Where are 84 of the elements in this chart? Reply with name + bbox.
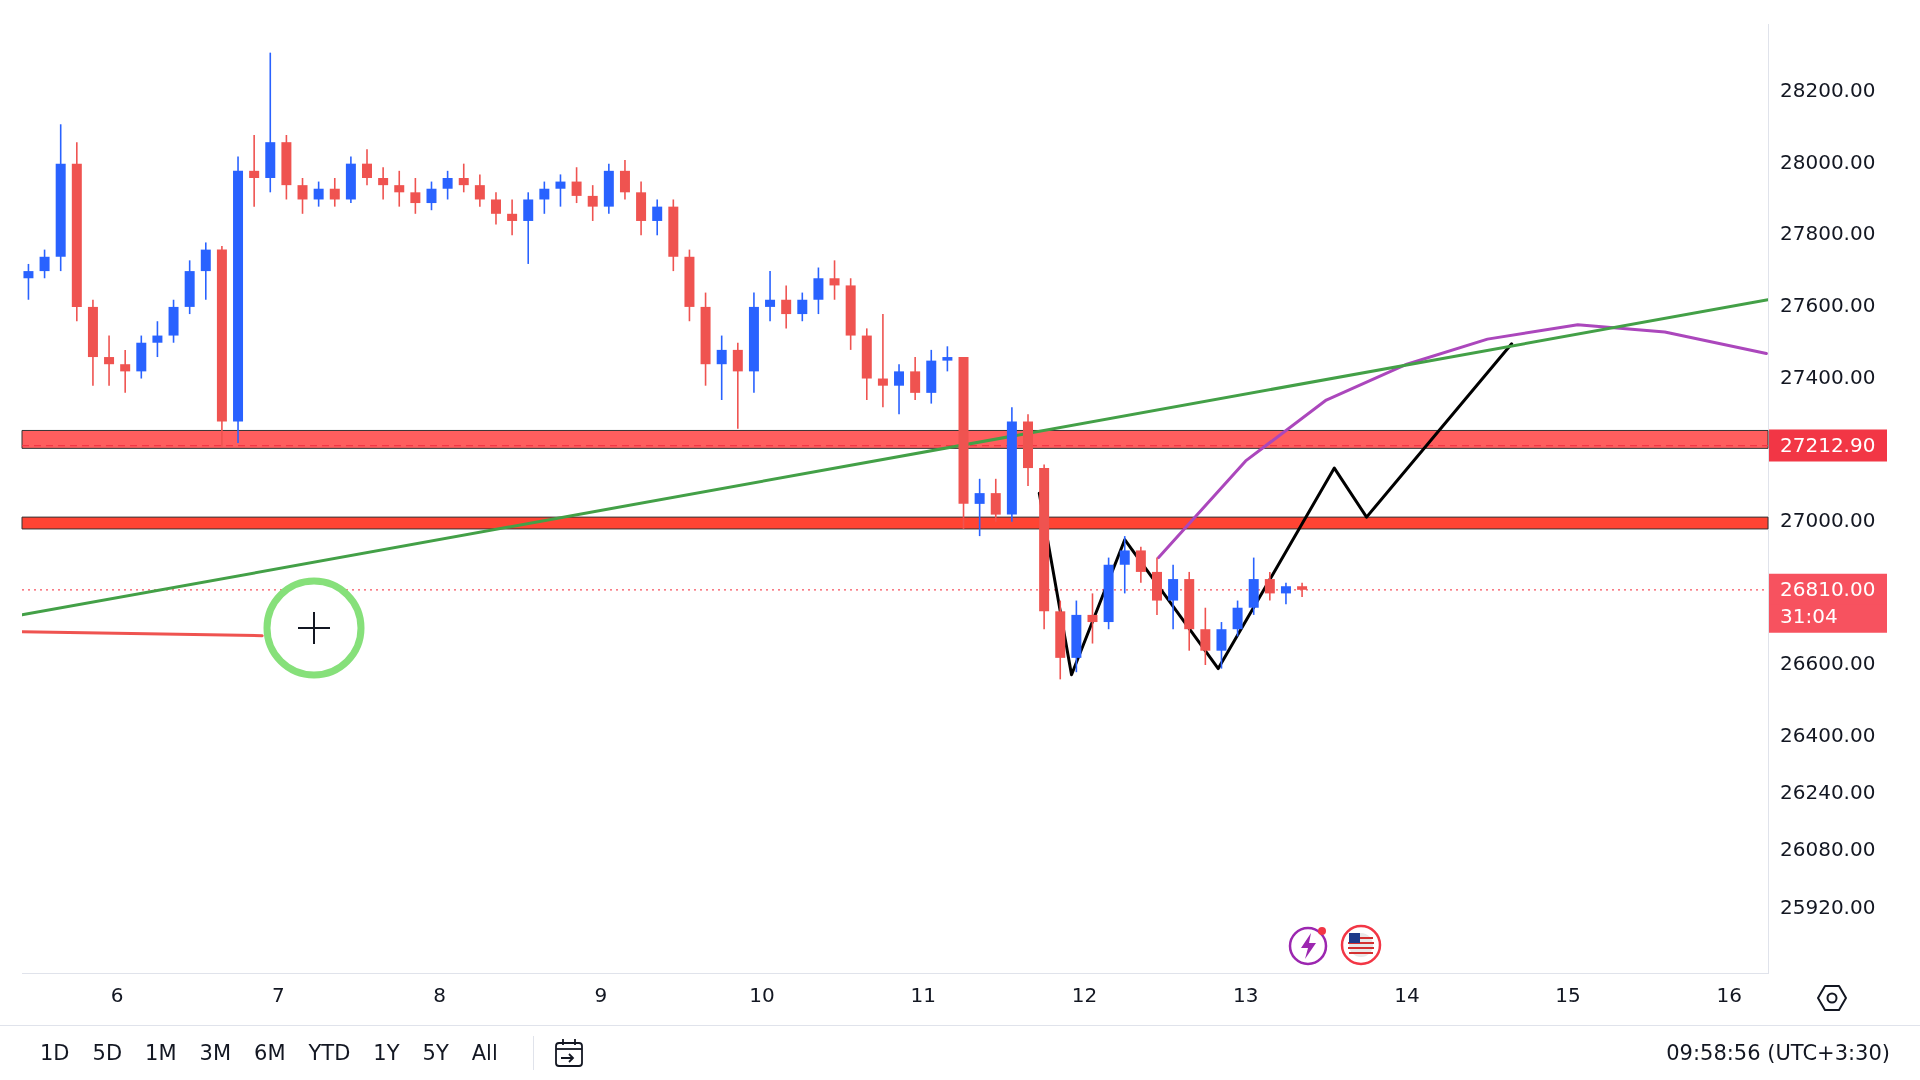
text: 09:58:56 (UTC+3:30) <box>1666 1041 1890 1065</box>
candlestick <box>297 177 308 215</box>
candlestick <box>877 313 888 408</box>
candlestick <box>120 349 131 394</box>
candlestick <box>152 320 163 358</box>
y-tick-label: 25920.00 <box>1780 894 1876 919</box>
candlestick <box>1087 592 1098 645</box>
candlestick <box>716 334 727 401</box>
candlestick <box>1168 563 1179 631</box>
x-tick-label: 12 <box>1071 983 1098 1008</box>
text: YTD <box>308 1041 351 1065</box>
candlestick <box>378 166 389 201</box>
ref-line-label: 27212.90 <box>1780 432 1876 457</box>
candlestick <box>910 356 921 401</box>
y-tick-label: 28200.00 <box>1780 78 1876 103</box>
candlestick <box>458 162 469 194</box>
candlestick <box>362 148 373 186</box>
candlestick <box>1119 535 1130 595</box>
x-tick-label: 16 <box>1716 983 1743 1008</box>
candlestick <box>426 180 437 212</box>
x-tick-label: 6 <box>110 983 124 1008</box>
candlestick <box>1280 581 1291 605</box>
candlestick <box>313 180 324 208</box>
candlestick <box>490 191 501 226</box>
y-tick-label: 27000.00 <box>1780 507 1876 532</box>
y-tick-label: 27800.00 <box>1780 221 1876 246</box>
candlestick <box>474 173 485 208</box>
y-tick-label: 26240.00 <box>1780 780 1876 805</box>
candlestick <box>394 170 405 208</box>
candlestick <box>1264 571 1275 602</box>
candlestick <box>104 334 115 387</box>
x-tick-label: 15 <box>1555 983 1581 1008</box>
candlestick <box>1232 599 1243 638</box>
candlestick <box>410 177 421 215</box>
candlestick <box>39 248 50 280</box>
candlestick <box>652 198 663 237</box>
x-tick-label: 8 <box>433 983 446 1008</box>
text: 3M <box>199 1041 232 1065</box>
y-tick-label: 27600.00 <box>1780 293 1876 318</box>
y-tick-label: 26080.00 <box>1780 837 1876 862</box>
text: 31:04 <box>1780 604 1838 629</box>
x-tick-label: 13 <box>1232 983 1259 1008</box>
y-tick-label: 28000.00 <box>1780 149 1876 174</box>
x-tick-label: 9 <box>594 983 608 1008</box>
candlestick <box>23 263 34 301</box>
y-tick-label: 26400.00 <box>1780 722 1876 747</box>
candlestick <box>1135 546 1146 584</box>
candlestick <box>442 170 453 201</box>
candlestick <box>507 198 518 237</box>
ref-line-label: 26810.00 <box>1780 577 1876 602</box>
candlestick <box>200 241 211 301</box>
candlestick <box>571 166 582 204</box>
x-tick-label: 11 <box>910 983 936 1008</box>
candlestick <box>555 173 566 208</box>
y-tick-label: 27400.00 <box>1780 364 1876 389</box>
candlestick <box>587 184 598 222</box>
candlestick <box>990 478 1001 523</box>
candlestick <box>329 177 340 208</box>
candlestick <box>249 134 260 208</box>
text: 1D <box>40 1041 70 1065</box>
x-tick-label: 10 <box>749 983 775 1008</box>
candlestick <box>732 341 743 430</box>
text: 5D <box>92 1041 123 1065</box>
text: 1Y <box>373 1041 400 1065</box>
text: All <box>471 1041 498 1065</box>
text: 1M <box>145 1041 177 1065</box>
candlestick <box>619 159 630 201</box>
candlestick <box>797 291 808 323</box>
candlestick <box>539 180 550 215</box>
text: 6M <box>254 1041 286 1065</box>
candlestick <box>974 478 985 537</box>
candlestick <box>942 345 953 373</box>
candlestick <box>1216 621 1227 670</box>
candlestick <box>523 191 534 265</box>
candlestick <box>894 363 905 416</box>
x-tick-label: 7 <box>271 983 285 1008</box>
candlestick <box>1200 606 1211 666</box>
text: 5Y <box>422 1041 449 1065</box>
candlestick <box>765 270 776 323</box>
candlestick <box>813 266 824 315</box>
y-tick-label: 26600.00 <box>1780 651 1876 676</box>
candlestick <box>781 284 792 330</box>
x-tick-label: 14 <box>1394 983 1420 1008</box>
candlestick <box>829 259 840 301</box>
